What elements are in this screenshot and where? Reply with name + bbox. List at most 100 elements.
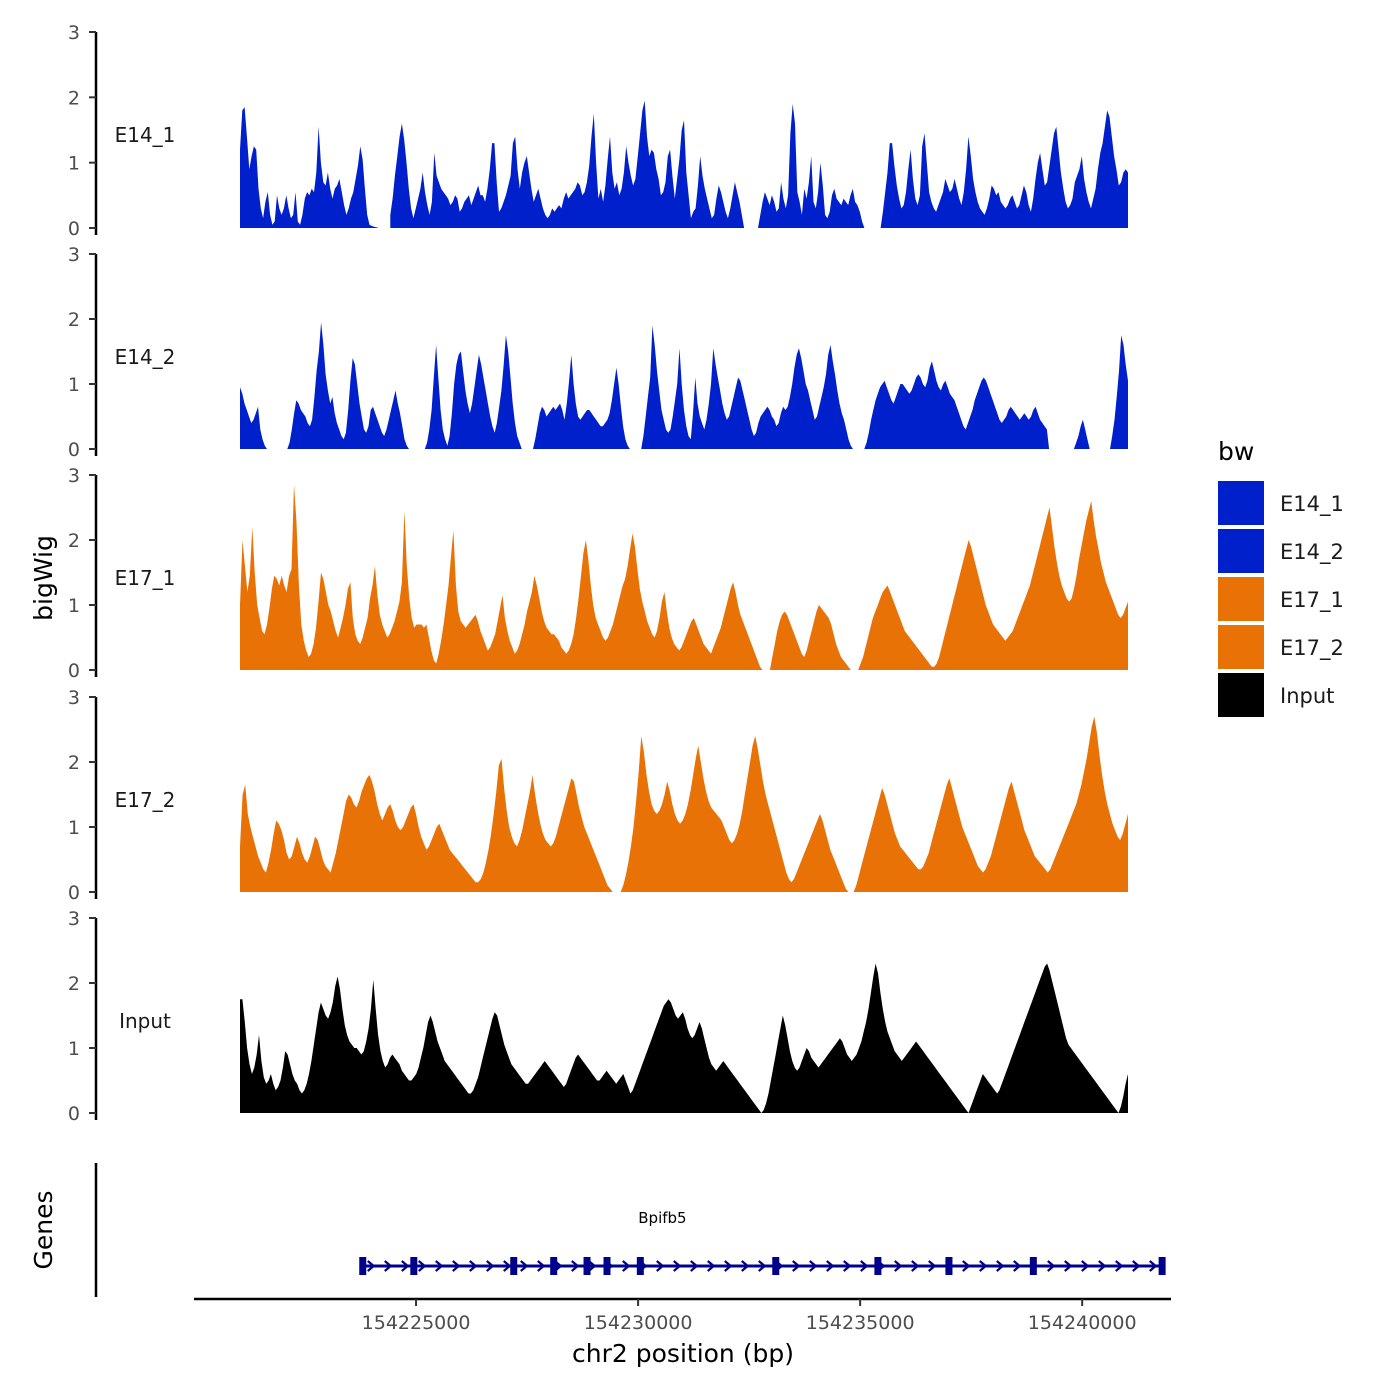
- gene-exon: [550, 1257, 558, 1275]
- coverage-area-Input: [240, 963, 1128, 1113]
- x-axis-title: chr2 position (bp): [572, 1339, 794, 1368]
- strand-arrow: [622, 1260, 631, 1272]
- strand-arrow: [537, 1260, 546, 1272]
- coverage-area-E17_2: [620, 736, 849, 892]
- gene-exon: [636, 1257, 644, 1275]
- strand-arrow: [1132, 1260, 1141, 1272]
- track-label: E14_2: [115, 345, 176, 369]
- coverage-area-E14_1: [240, 107, 379, 228]
- strand-arrow: [826, 1260, 835, 1272]
- legend-label: E14_2: [1280, 540, 1344, 565]
- y-tick-label: 3: [68, 687, 80, 709]
- track-label: E14_1: [115, 123, 176, 147]
- strand-arrow: [911, 1260, 920, 1272]
- strand-arrow: [979, 1260, 988, 1272]
- coverage-tracks: 0 1 2 3 E14_1 0 1 2 3 E14_2 0 1 2 3 E17_1 0 1 2 3 E17_2 0 1 2 3…: [68, 22, 1128, 1125]
- x-tick-label: 154235000: [806, 1312, 915, 1334]
- strand-arrow: [894, 1260, 903, 1272]
- y-tick-label: 2: [68, 87, 80, 109]
- strand-arrow: [1064, 1260, 1073, 1272]
- legend-swatch-E17_2: [1218, 625, 1264, 669]
- gene-name-label: Bpifb5: [638, 1209, 686, 1227]
- strand-arrow: [486, 1260, 495, 1272]
- coverage-area-E17_1: [858, 501, 1128, 670]
- coverage-area-E14_2: [1110, 335, 1128, 449]
- coverage-area-E14_2: [287, 322, 409, 449]
- legend-label: E17_1: [1280, 588, 1344, 613]
- gene-exon: [359, 1257, 367, 1275]
- gene-exon: [772, 1257, 780, 1275]
- strand-arrow: [673, 1260, 682, 1272]
- legend-swatch-E14_2: [1218, 529, 1264, 573]
- strand-arrow: [792, 1260, 801, 1272]
- y-axis-title: bigWig: [29, 535, 58, 621]
- legend-title: bw: [1218, 437, 1254, 466]
- y-tick-label: 1: [68, 817, 80, 839]
- strand-arrow: [452, 1260, 461, 1272]
- y-tick-label: 2: [68, 752, 80, 774]
- x-axis: 154225000 154230000 154235000 154240000: [194, 1297, 1171, 1334]
- y-tick-label: 0: [68, 1103, 80, 1125]
- legend-swatch-E14_1: [1218, 481, 1264, 525]
- y-tick-label: 1: [68, 374, 80, 396]
- strand-arrow: [588, 1260, 597, 1272]
- gene-track: Genes Bpifb5: [29, 1163, 1166, 1297]
- legend-label: E14_1: [1280, 492, 1344, 517]
- track-label: E17_2: [115, 788, 176, 812]
- coverage-area-E14_2: [240, 387, 267, 449]
- strand-arrow: [520, 1260, 529, 1272]
- strand-arrow: [418, 1260, 427, 1272]
- y-tick-label: 1: [68, 153, 80, 175]
- y-tick-label: 3: [68, 22, 80, 44]
- track-label: E17_1: [115, 566, 176, 590]
- legend-swatch-Input: [1218, 673, 1264, 717]
- track-label: Input: [119, 1009, 171, 1033]
- gene-exon: [510, 1257, 518, 1275]
- gene-track-title: Genes: [29, 1190, 58, 1269]
- strand-arrow: [1081, 1260, 1090, 1272]
- strand-arrow: [469, 1260, 478, 1272]
- coverage-area-E14_2: [641, 325, 853, 449]
- track-Input: 0 1 2 3 Input: [68, 908, 1128, 1125]
- strand-arrow: [1115, 1260, 1124, 1272]
- coverage-area-E17_1: [240, 484, 763, 670]
- coverage-area-E17_2: [853, 716, 1128, 892]
- strand-arrow: [843, 1260, 852, 1272]
- gene-exon: [583, 1257, 591, 1275]
- gene-exon: [410, 1257, 418, 1275]
- gene-exon: [603, 1257, 611, 1275]
- strand-arrow: [996, 1260, 1005, 1272]
- legend-swatch-E17_1: [1218, 577, 1264, 621]
- y-tick-label: 0: [68, 660, 80, 682]
- strand-arrow: [860, 1260, 869, 1272]
- y-tick-label: 3: [68, 908, 80, 930]
- strand-arrow: [401, 1260, 410, 1272]
- y-tick-label: 2: [68, 309, 80, 331]
- strand-arrow: [741, 1260, 750, 1272]
- coverage-area-E14_2: [864, 361, 1050, 449]
- strand-arrow: [367, 1260, 376, 1272]
- strand-arrow: [435, 1260, 444, 1272]
- strand-arrow: [962, 1260, 971, 1272]
- coverage-area-E14_2: [424, 335, 522, 449]
- coverage-area-E14_1: [880, 110, 1128, 228]
- y-tick-label: 2: [68, 530, 80, 552]
- strand-arrow: [707, 1260, 716, 1272]
- track-E14_1: 0 1 2 3 E14_1: [68, 22, 1128, 240]
- y-tick-label: 0: [68, 439, 80, 461]
- legend: bw E14_1 E14_2 E17_1 E17_2 Input: [1218, 437, 1344, 717]
- gene-exon: [1158, 1257, 1166, 1275]
- y-tick-label: 3: [68, 465, 80, 487]
- strand-arrow: [1047, 1260, 1056, 1272]
- x-tick-label: 154240000: [1028, 1312, 1137, 1334]
- strand-arrow: [1149, 1260, 1158, 1272]
- strand-arrow: [656, 1260, 665, 1272]
- y-tick-label: 1: [68, 1038, 80, 1060]
- strand-arrow: [724, 1260, 733, 1272]
- track-E17_1: 0 1 2 3 E17_1: [68, 465, 1128, 682]
- x-tick-label: 154225000: [362, 1312, 471, 1334]
- strand-arrow: [1098, 1260, 1107, 1272]
- strand-arrow: [809, 1260, 818, 1272]
